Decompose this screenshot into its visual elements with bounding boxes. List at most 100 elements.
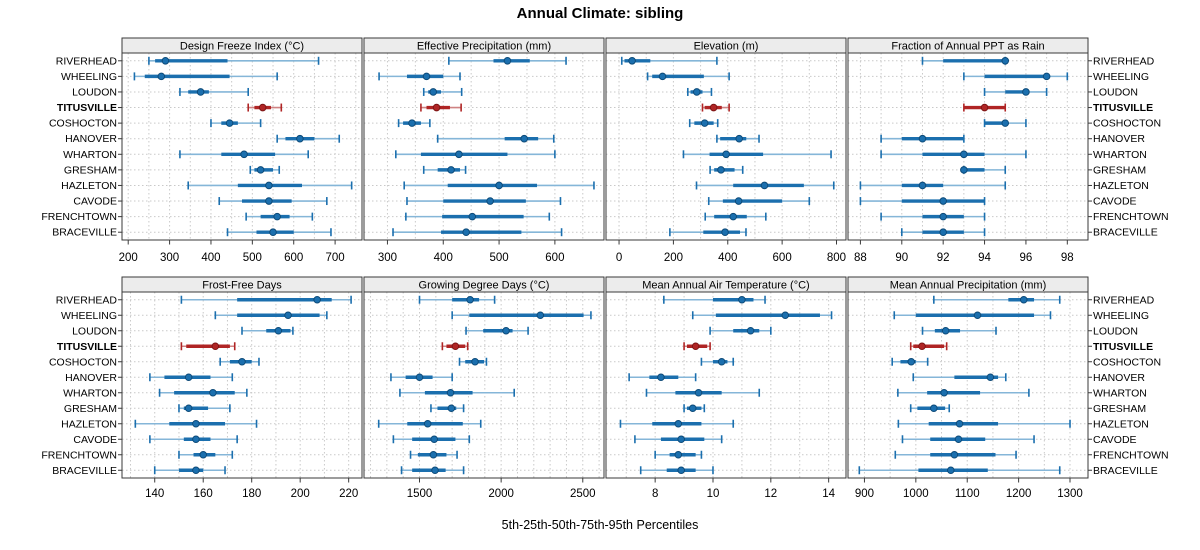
median-dot <box>256 166 265 174</box>
median-dot <box>722 150 730 159</box>
median-dot <box>1022 88 1030 96</box>
median-dot <box>199 450 208 459</box>
median-dot <box>238 357 246 366</box>
site-label-right: HAZLETON <box>1093 418 1149 430</box>
x-tick-label: 400 <box>201 252 220 264</box>
median-dot <box>192 419 200 428</box>
median-dot <box>447 166 455 174</box>
percentile-row <box>704 212 767 221</box>
x-tick-label: 600 <box>284 252 303 264</box>
x-tick-label: 88 <box>854 252 867 264</box>
site-label-right: GRESHAM <box>1093 403 1146 415</box>
median-dot <box>973 311 982 320</box>
percentile-row <box>683 342 711 351</box>
median-dot <box>447 404 456 413</box>
x-tick-label: 14 <box>822 488 835 500</box>
site-label-right: RIVERHEAD <box>1093 294 1155 306</box>
median-dot <box>955 419 964 428</box>
percentile-row <box>218 197 328 206</box>
x-tick-label: 12 <box>764 488 777 500</box>
percentile-row <box>430 404 465 413</box>
strip-title: Mean Annual Precipitation (mm) <box>890 280 1047 292</box>
median-dot <box>157 72 166 81</box>
median-dot <box>735 134 743 143</box>
median-dot <box>429 450 438 459</box>
median-dot <box>781 311 790 320</box>
median-dot <box>954 435 963 444</box>
median-dot <box>677 466 685 475</box>
percentile-row <box>179 87 250 96</box>
median-dot <box>746 326 755 335</box>
percentile-row <box>669 228 747 237</box>
percentile-row <box>134 419 258 428</box>
panel-6: Mean Annual Air Temperature (°C) 8 10 12 14 <box>605 276 847 500</box>
site-label-left: GRESHAM <box>64 164 117 176</box>
panel-4: Frost-Free Days 140 160 180 200 220 <box>121 276 363 500</box>
median-dot <box>265 197 273 205</box>
x-tick-label: 400 <box>434 252 453 264</box>
median-dot <box>432 103 441 112</box>
x-tick-label: 1100 <box>955 488 980 500</box>
percentile-row <box>983 87 1048 96</box>
median-dot <box>658 72 667 81</box>
percentile-row <box>395 150 556 159</box>
median-dot <box>1001 56 1010 65</box>
percentile-row <box>178 450 234 459</box>
median-dot <box>691 342 700 351</box>
strip-title: Effective Precipitation (mm) <box>417 41 551 53</box>
percentile-row <box>158 388 248 397</box>
median-dot <box>446 388 455 397</box>
site-label-left: BRACEVILLE <box>52 227 117 239</box>
percentile-row <box>912 373 1007 382</box>
percentile-row <box>897 419 1071 428</box>
percentile-row <box>963 103 1007 112</box>
percentile-row <box>963 72 1069 81</box>
site-label-left: BRACEVILLE <box>52 465 117 477</box>
panel-5: Growing Degree Days (°C) 1500 2000 2500 <box>363 276 605 500</box>
site-label-left: COSHOCTON <box>49 356 117 368</box>
percentile-row <box>645 388 761 397</box>
percentile-row <box>422 165 467 174</box>
chart-title: Annual Climate: sibling <box>516 5 684 22</box>
site-label-right: TITUSVILLE <box>1093 341 1153 353</box>
site-label-right: HANOVER <box>1093 372 1145 384</box>
percentile-row <box>245 212 314 221</box>
median-dot <box>451 342 460 351</box>
median-dot <box>313 295 321 304</box>
percentile-row <box>465 326 529 335</box>
percentile-row <box>688 119 719 128</box>
site-label-left: COSHOCTON <box>49 118 117 130</box>
site-label-left: HANOVER <box>65 372 117 384</box>
median-dot <box>455 150 463 159</box>
median-dot <box>296 134 304 143</box>
percentile-row <box>149 373 234 382</box>
median-dot <box>939 197 947 205</box>
median-dot <box>939 212 947 221</box>
site-label-right: WHARTON <box>1093 387 1147 399</box>
percentile-row <box>133 72 278 81</box>
percentile-row <box>683 404 706 413</box>
median-dot <box>1001 119 1010 127</box>
median-dot <box>466 295 474 304</box>
site-label-right: GRESHAM <box>1093 164 1146 176</box>
strip-title: Fraction of Annual PPT as Rain <box>891 41 1044 53</box>
median-dot <box>161 56 170 65</box>
percentile-row <box>960 165 1007 174</box>
percentile-row <box>400 466 465 475</box>
median-dot <box>225 119 234 127</box>
strip <box>121 37 363 54</box>
strip <box>605 276 847 293</box>
percentile-row <box>422 87 463 96</box>
x-tick-label: 10 <box>707 488 720 500</box>
median-dot <box>674 450 683 459</box>
percentile-row <box>241 326 294 335</box>
percentile-row <box>933 295 1061 304</box>
site-label-right: BRACEVILLE <box>1093 227 1158 239</box>
x-tick-label: 2500 <box>570 488 596 500</box>
site-label-left: HAZLETON <box>61 180 117 192</box>
strip <box>847 276 1089 293</box>
site-label-right: WHEELING <box>1093 71 1149 83</box>
median-dot <box>674 419 683 428</box>
percentile-row <box>897 388 1030 397</box>
median-dot <box>688 404 697 413</box>
